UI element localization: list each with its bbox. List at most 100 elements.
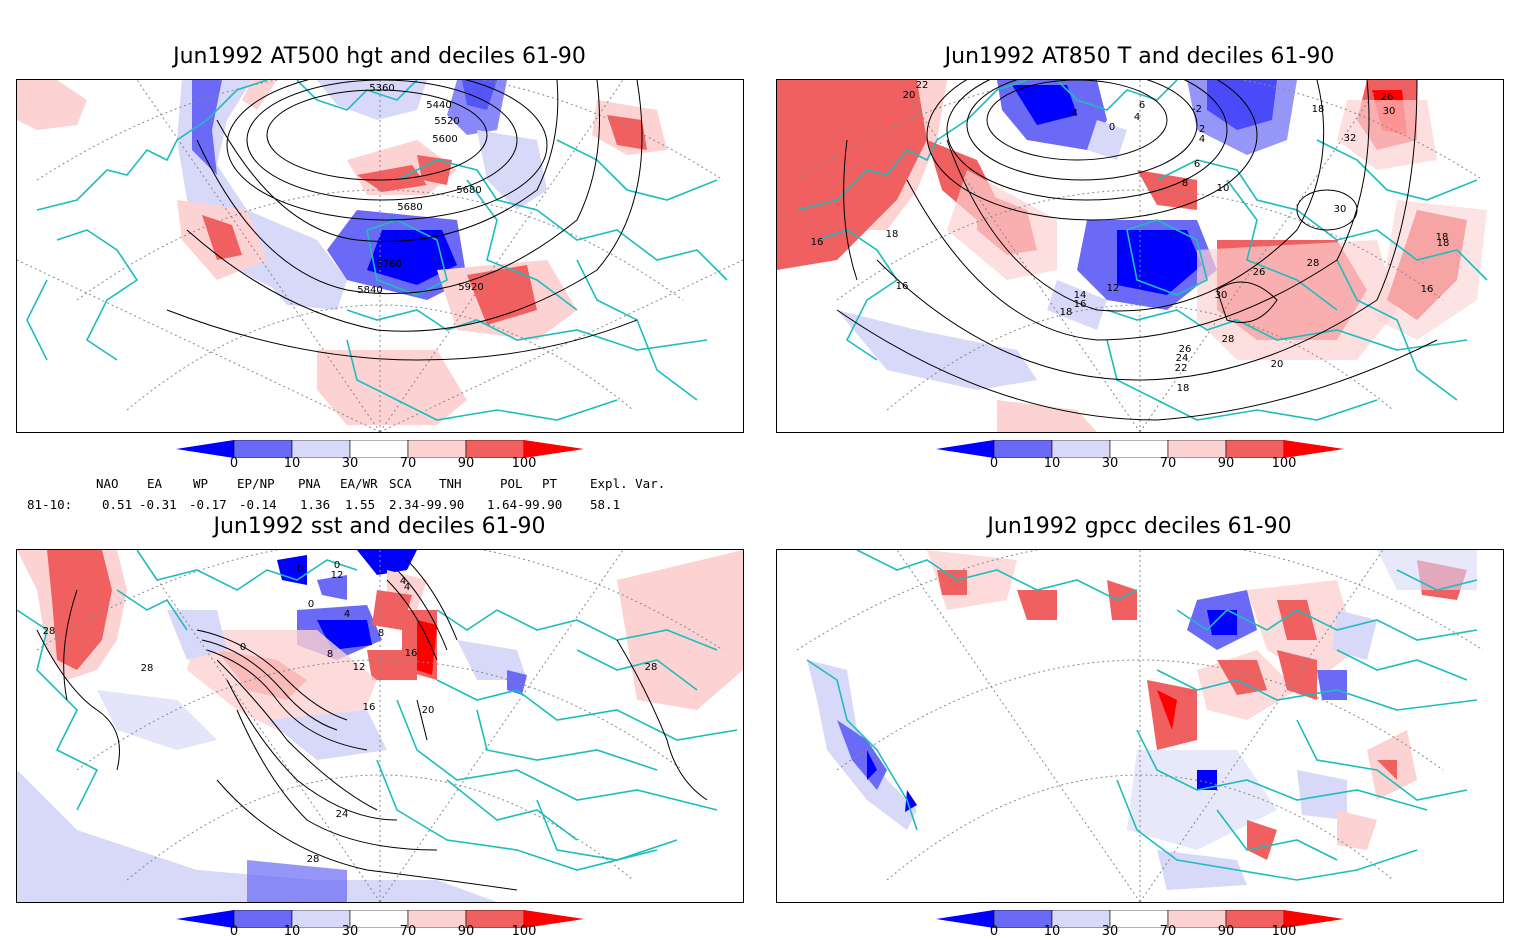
svg-text:28: 28 xyxy=(307,854,320,865)
svg-text:12: 12 xyxy=(353,662,366,673)
svg-text:24: 24 xyxy=(336,809,349,820)
svg-text:8: 8 xyxy=(1182,178,1188,189)
svg-text:4: 4 xyxy=(1134,112,1140,123)
index-header: Expl. Var. xyxy=(590,476,666,491)
svg-text:5680: 5680 xyxy=(397,202,422,213)
svg-text:24: 24 xyxy=(1176,353,1189,364)
index-value: -0.31 xyxy=(139,497,177,512)
svg-text:26: 26 xyxy=(1253,267,1266,278)
index-value: 1.64-99.90 xyxy=(487,497,563,512)
colorbar-tick: 10 xyxy=(1043,924,1061,939)
colorbar-tick: 70 xyxy=(1159,924,1177,939)
colorbar-gpcc: 0 10 30 70 90 100 xyxy=(936,909,1346,940)
svg-text:6: 6 xyxy=(1194,159,1200,170)
svg-text:0: 0 xyxy=(334,560,340,571)
svg-text:16: 16 xyxy=(811,237,824,248)
svg-text:18: 18 xyxy=(886,229,899,240)
svg-text:16: 16 xyxy=(405,648,418,659)
svg-text:4: 4 xyxy=(344,609,350,620)
svg-text:5840: 5840 xyxy=(357,285,382,296)
colorbar-tick: 10 xyxy=(283,456,301,471)
index-header: SCA xyxy=(389,476,412,491)
coastlines xyxy=(806,550,1478,881)
index-value: -0.14 xyxy=(239,497,277,512)
height-contours xyxy=(166,80,643,361)
svg-text:22: 22 xyxy=(916,80,929,91)
colorbar-tick: 0 xyxy=(229,924,239,939)
decile-shading xyxy=(777,80,1487,432)
svg-text:6: 6 xyxy=(1139,100,1145,111)
svg-text:20: 20 xyxy=(1271,359,1284,370)
index-header: PNA xyxy=(298,476,321,491)
svg-text:8: 8 xyxy=(327,649,333,660)
colorbar-swatches xyxy=(176,439,584,459)
colorbar-swatches xyxy=(936,909,1344,929)
coastlines xyxy=(17,550,738,871)
svg-text:0: 0 xyxy=(308,599,314,610)
svg-text:16: 16 xyxy=(896,281,909,292)
svg-text:4: 4 xyxy=(400,576,406,587)
colorbar-tick: 30 xyxy=(341,924,359,939)
svg-text:0: 0 xyxy=(240,642,246,653)
colorbar-tick: 90 xyxy=(1217,924,1235,939)
colorbar-tick: 0 xyxy=(989,456,999,471)
colorbar-500hgt: 0 10 30 70 90 100 xyxy=(176,439,586,474)
sst-contours xyxy=(36,559,708,891)
colorbar-tick: 70 xyxy=(399,924,417,939)
svg-text:28: 28 xyxy=(141,663,154,674)
svg-text:32: 32 xyxy=(1344,133,1357,144)
svg-text:26: 26 xyxy=(1381,92,1394,103)
index-header: TNH xyxy=(439,476,462,491)
contour-labels: 5360 5440 5520 5600 5680 5680 5760 5840 … xyxy=(357,83,483,296)
index-row-label: 81-10: xyxy=(27,497,73,512)
svg-text:0: 0 xyxy=(1109,122,1115,133)
colorbar-tick: 10 xyxy=(1043,456,1061,471)
colorbar-tick: 30 xyxy=(1101,456,1119,471)
svg-text:28: 28 xyxy=(43,626,56,637)
svg-text:14: 14 xyxy=(1074,290,1087,301)
svg-text:16: 16 xyxy=(1074,299,1087,310)
svg-text:5520: 5520 xyxy=(434,116,459,127)
colorbar-tick: 70 xyxy=(399,456,417,471)
svg-text:5600: 5600 xyxy=(432,134,457,145)
latlon-grid xyxy=(796,80,1484,432)
svg-text:4: 4 xyxy=(1199,134,1205,145)
panel-title-500hgt: Jun1992 AT500 hgt and deciles 61-90 xyxy=(173,44,586,69)
colorbar-sst: 0 10 30 70 90 100 xyxy=(176,909,586,940)
index-header: NAO xyxy=(96,476,119,491)
svg-text:4: 4 xyxy=(404,582,410,593)
index-value: 0.51 xyxy=(102,497,133,512)
contour-labels: 22 20 6 -4 0 4 -2 2 4 6 8 10 18 26 30 32… xyxy=(811,80,1450,394)
svg-text:20: 20 xyxy=(422,705,435,716)
svg-text:30: 30 xyxy=(1215,290,1228,301)
svg-text:28: 28 xyxy=(1307,258,1320,269)
colorbar-tick: 90 xyxy=(1217,456,1235,471)
colorbar-tick: 0 xyxy=(229,456,239,471)
svg-text:12: 12 xyxy=(331,570,344,581)
colorbar-850t: 0 10 30 70 90 100 xyxy=(936,439,1346,474)
svg-text:18: 18 xyxy=(1437,238,1450,249)
svg-text:5920: 5920 xyxy=(458,282,483,293)
svg-text:8: 8 xyxy=(378,628,384,639)
latlon-grid xyxy=(36,550,724,902)
colorbar-tick: 10 xyxy=(283,924,301,939)
index-header: EA/WR xyxy=(340,476,378,491)
svg-text:5440: 5440 xyxy=(426,100,451,111)
panel-title-sst: Jun1992 sst and deciles 61-90 xyxy=(213,514,546,539)
svg-text:0: 0 xyxy=(297,564,303,575)
index-value: 1.36 xyxy=(300,497,331,512)
svg-text:16: 16 xyxy=(363,702,376,713)
colorbar-swatches xyxy=(936,439,1344,459)
svg-text:18: 18 xyxy=(1312,104,1325,115)
index-header: EP/NP xyxy=(237,476,275,491)
contour-labels: 0 0 12 4 0 4 8 12 16 8 0 4 28 28 16 20 2… xyxy=(43,560,658,865)
panel-title-gpcc: Jun1992 gpcc deciles 61-90 xyxy=(987,514,1292,539)
colorbar-tick: 30 xyxy=(341,456,359,471)
colorbar-swatches xyxy=(176,909,584,929)
colorbar-tick: 90 xyxy=(457,924,475,939)
panel-title-850t: Jun1992 AT850 T and deciles 61-90 xyxy=(944,44,1335,69)
decile-shading xyxy=(17,80,667,425)
svg-text:2: 2 xyxy=(1199,124,1205,135)
colorbar-tick: 100 xyxy=(511,924,537,939)
svg-text:5360: 5360 xyxy=(369,83,394,94)
